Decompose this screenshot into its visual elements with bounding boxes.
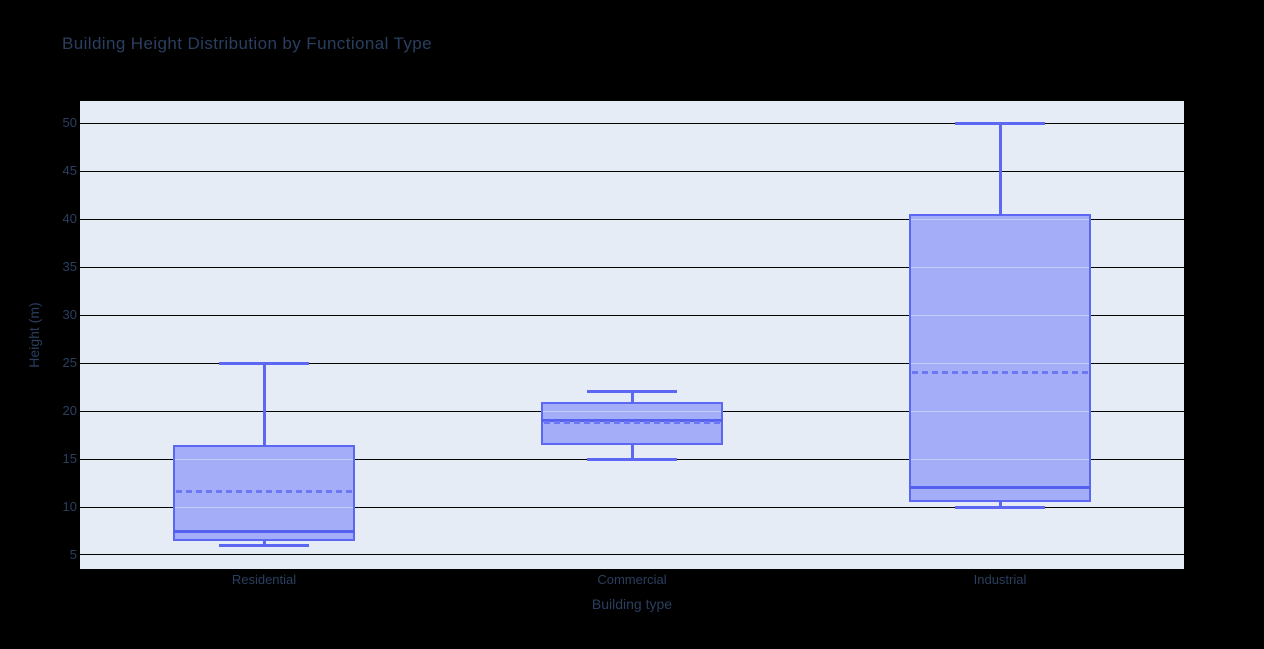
gridline-y-10 [80,506,1184,508]
x-axis-title: Building type [591,596,673,612]
commercial-inner-gridline-20 [543,410,721,412]
industrial-lower-whisker-line [998,502,1002,508]
x-tick-label-commercial: Commercial [597,572,667,587]
y-tick-label-30: 30 [62,307,77,323]
gridline-y-5 [80,554,1184,556]
industrial-lower-whisker-cap [955,505,1045,509]
y-tick-label-45: 45 [62,163,77,179]
commercial-median-line [541,419,723,423]
residential-inner-gridline-15 [175,458,353,460]
y-tick-label-10: 10 [62,499,77,515]
residential-lower-whisker-line [262,540,266,546]
industrial-box[interactable] [909,214,1091,503]
industrial-upper-whisker-cap [955,121,1045,125]
commercial-upper-whisker-line [630,391,634,402]
y-tick-label-5: 5 [69,546,77,562]
gridline-y-50 [80,122,1184,124]
industrial-inner-gridline-35 [911,266,1089,268]
y-tick-label-20: 20 [62,403,77,419]
gridline-y-30 [80,314,1184,316]
y-tick-label-40: 40 [62,211,77,227]
x-tick-label-industrial: Industrial [973,572,1027,587]
commercial-lower-whisker-cap [587,457,677,461]
industrial-inner-gridline-20 [911,410,1089,412]
commercial-lower-whisker-line [630,444,634,460]
gridline-y-25 [80,362,1184,364]
residential-median-line [173,529,355,533]
y-axis-title: Height (m) [26,302,42,368]
y-tick-label-15: 15 [62,451,77,467]
residential-upper-whisker-line [262,363,266,445]
industrial-mean-line [911,371,1089,375]
industrial-median-line [909,486,1091,490]
x-tick-label-residential: Residential [231,572,297,587]
commercial-upper-whisker-cap [587,390,677,394]
residential-inner-gridline-10 [175,506,353,508]
residential-lower-whisker-cap [219,543,309,547]
y-tick-label-50: 50 [62,115,77,131]
residential-mean-line [175,490,353,494]
industrial-inner-gridline-40 [911,218,1089,220]
industrial-inner-gridline-25 [911,362,1089,364]
industrial-upper-whisker-line [998,123,1002,215]
industrial-inner-gridline-15 [911,458,1089,460]
chart-title: Building Height Distribution by Function… [62,34,433,53]
commercial-mean-line [543,421,721,425]
gridline-y-45 [80,170,1184,172]
residential-upper-whisker-cap [219,361,309,365]
plot-area[interactable] [80,101,1184,569]
industrial-inner-gridline-30 [911,314,1089,316]
y-tick-label-25: 25 [62,355,77,371]
y-tick-label-35: 35 [62,259,77,275]
gridline-y-35 [80,266,1184,268]
gridline-y-40 [80,218,1184,220]
